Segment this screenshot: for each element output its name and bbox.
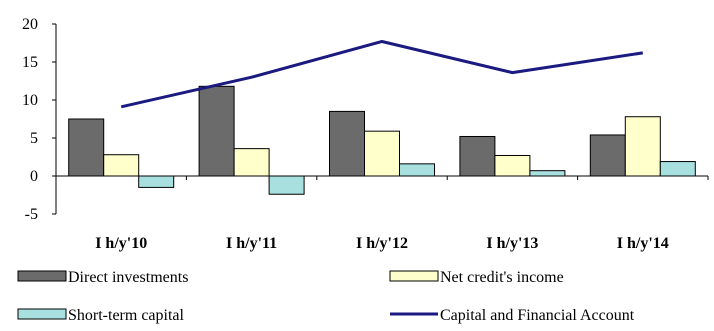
bar-short-term-capital [268,175,305,195]
bar-net-credit-s-income [494,154,531,177]
bar-direct-investments [198,85,235,177]
legend-label-short-term-capital: Short-term capital [68,307,185,324]
category-label: I h/y'13 [486,235,538,252]
bar-short-term-capital [399,163,435,177]
legend-label-net-credit-s-income: Net credit's income [440,269,564,286]
chart-legend: Direct investments Net credit's income Sho… [17,269,635,324]
category-label: I h/y'12 [356,235,408,252]
bar-direct-investments [68,118,105,177]
category-label: I h/y'11 [226,235,277,252]
chart-bars [68,85,696,195]
bar-direct-investments [459,135,496,177]
legend-swatch-net-credit-s-income [389,270,439,282]
bar-net-credit-s-income [364,130,400,177]
legend-swatch-direct-investments [17,270,67,282]
category-label: I h/y'14 [617,235,669,252]
bar-direct-investments [589,134,626,177]
legend-label-direct-investments: Direct investments [68,269,188,286]
chart-line [120,39,644,109]
bar-net-credit-s-income [624,116,661,177]
bar-net-credit-s-income [233,148,270,177]
y-tick-label: 10 [22,92,38,109]
y-tick-label: 5 [30,130,38,147]
bar-short-term-capital [138,175,175,188]
category-labels: I h/y'10 I h/y'11 I h/y'12 I h/y'13 I h/y'14 [95,235,669,252]
legend-swatch-short-term-capital [17,308,67,320]
y-tick-label: -5 [25,206,38,223]
category-label: I h/y'10 [95,235,147,252]
legend-label-capital-and-financial-account: Capital and Financial Account [440,307,635,324]
bar-short-term-capital [529,170,566,177]
line-capital-and-financial-account [120,39,644,109]
bar-short-term-capital [659,161,696,177]
y-tick-label: 15 [22,54,38,71]
y-tick-label: 20 [22,16,38,33]
bar-net-credit-s-income [103,154,140,177]
y-tick-label: 0 [30,168,38,185]
bar-direct-investments [329,110,365,177]
